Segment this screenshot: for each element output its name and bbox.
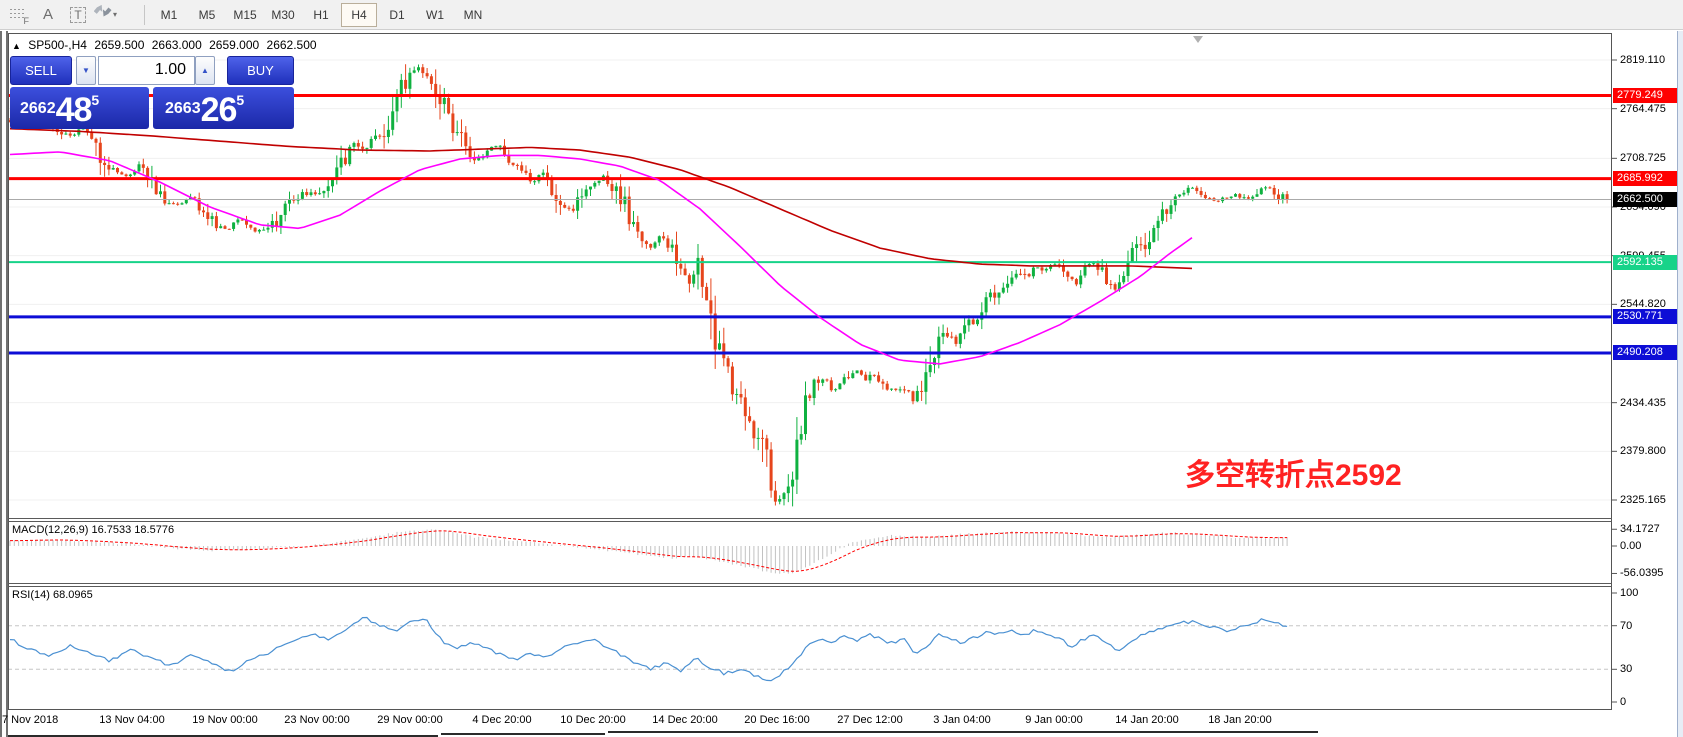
- window-left-border: [0, 31, 8, 737]
- chart-shift-marker[interactable]: [1193, 36, 1203, 43]
- buy-price-pip: 5: [236, 92, 245, 108]
- sell-price-pip: 5: [91, 92, 100, 108]
- buy-price-big: 26: [200, 91, 238, 129]
- macd-tick-label: 0.00: [1620, 540, 1642, 552]
- timeframe-button-w1[interactable]: W1: [426, 7, 444, 22]
- time-tick-label: 19 Nov 00:00: [192, 714, 258, 726]
- sell-price-big: 48: [55, 91, 93, 129]
- time-tick-label: 7 Nov 2018: [2, 714, 59, 726]
- rsi-label: RSI(14) 68.0965: [12, 589, 93, 601]
- timeframe-button-m15[interactable]: M15: [233, 7, 257, 22]
- time-tick-label: 9 Jan 00:00: [1025, 714, 1083, 726]
- ma_slow-line: [9, 127, 1193, 270]
- toolbar-separator: [144, 4, 145, 25]
- sell-button[interactable]: SELL: [10, 56, 72, 85]
- quote-close: 2662.500: [266, 38, 317, 52]
- timeframe-button-d1[interactable]: D1: [389, 7, 405, 22]
- timeframe-button-m1[interactable]: M1: [160, 7, 178, 22]
- macd-label: MACD(12,26,9) 16.7533 18.5776: [12, 524, 175, 536]
- rsi-tick-label: 70: [1620, 619, 1633, 632]
- buy-price-main: 2663: [165, 100, 201, 117]
- timeframe-button-h4[interactable]: H4: [341, 2, 377, 27]
- grid-glyph: [10, 8, 26, 21]
- text-object-icon[interactable]: T: [64, 3, 92, 27]
- bottom-strip-line: [441, 733, 605, 735]
- time-tick-label: 29 Nov 00:00: [377, 714, 443, 726]
- time-tick-label: 13 Nov 04:00: [99, 714, 165, 726]
- price-tick-label: 2379.800: [1620, 445, 1666, 458]
- volume-down-button[interactable]: ▼: [76, 56, 96, 85]
- bottom-strip-line: [8, 735, 438, 737]
- arrow-objects-icon[interactable]: ▾: [94, 3, 134, 27]
- time-tick-label: 27 Dec 12:00: [837, 714, 903, 726]
- symbol-name: SP500-,H4: [28, 38, 87, 52]
- quote-open: 2659.500: [94, 38, 145, 52]
- quote-low: 2659.000: [209, 38, 260, 52]
- volume-up-button[interactable]: ▲: [195, 56, 215, 85]
- time-tick-label: 4 Dec 20:00: [472, 714, 532, 726]
- sell-price-main: 2662: [20, 100, 56, 117]
- buy-button[interactable]: BUY: [227, 56, 294, 85]
- price-tick-label: 2708.725: [1620, 152, 1666, 165]
- buy-price-panel[interactable]: 2663265: [153, 87, 294, 129]
- time-tick-label: 14 Jan 20:00: [1115, 714, 1179, 726]
- rsi-tick-label: 30: [1620, 663, 1633, 676]
- rsi-tick-label: 0: [1620, 696, 1627, 708]
- bottom-strip-line: [608, 731, 1318, 733]
- macd-signal-line: [10, 530, 1288, 572]
- rsi-tick-label: 100: [1620, 587, 1639, 599]
- macd-tick-label: 34.1727: [1620, 523, 1660, 536]
- sell-price-panel[interactable]: 2662485: [10, 87, 149, 129]
- timeframe-button-h1[interactable]: H1: [313, 7, 329, 22]
- time-tick-label: 23 Nov 00:00: [284, 714, 350, 726]
- indicator-list-icon[interactable]: F: [4, 3, 32, 27]
- level-price-label: 2685.992: [1613, 171, 1677, 187]
- chart-header: ▲ SP500-,H4 2659.500 2663.000 2659.000 2…: [12, 38, 321, 52]
- timeframe-button-m5[interactable]: M5: [198, 7, 216, 22]
- one-click-trade-panel: SELL ▼ 1.00 ▲ BUY 2662485 2663265: [10, 56, 294, 129]
- bottom-strip: [8, 731, 1612, 737]
- time-tick-label: 10 Dec 20:00: [560, 714, 626, 726]
- chart-text-annotation[interactable]: 多空转折点2592: [1185, 459, 1402, 492]
- price-tick-label: 2819.110: [1620, 54, 1666, 66]
- macd-tick-label: -56.0395: [1620, 567, 1664, 580]
- quote-high: 2663.000: [151, 38, 202, 52]
- volume-input[interactable]: 1.00: [98, 56, 195, 85]
- ma_fast-line: [9, 151, 1193, 365]
- level-price-label: 2592.135: [1613, 254, 1677, 270]
- time-tick-label: 3 Jan 04:00: [933, 714, 991, 726]
- candles-layer: [8, 64, 1289, 507]
- timeframe-button-m30[interactable]: M30: [271, 7, 295, 22]
- price-tick-label: 2325.165: [1620, 494, 1666, 506]
- chart-frame: [8, 33, 1612, 710]
- dropdown-caret-icon: ▾: [112, 10, 117, 19]
- price-tick-label: 2434.435: [1620, 396, 1666, 409]
- level-price-label: 2779.249: [1613, 88, 1677, 103]
- current-price-label: 2662.500: [1613, 192, 1677, 207]
- time-tick-label: 18 Jan 20:00: [1208, 714, 1272, 726]
- arrows-glyph: [94, 4, 112, 16]
- rsi-line: [9, 616, 1288, 682]
- macd-histogram: [9, 529, 1288, 574]
- time-tick-label: 14 Dec 20:00: [652, 714, 718, 726]
- time-tick-label: 20 Dec 16:00: [744, 714, 810, 726]
- price-tick-label: 2544.820: [1620, 298, 1666, 311]
- text-label-icon[interactable]: A: [42, 6, 53, 23]
- level-price-label: 2490.208: [1613, 345, 1677, 361]
- level-price-label: 2530.771: [1613, 309, 1677, 325]
- timeframe-button-mn[interactable]: MN: [463, 7, 483, 22]
- window-right-edge[interactable]: [1677, 31, 1683, 737]
- collapse-panel-icon[interactable]: ▲: [12, 41, 21, 51]
- timeframe-bar: M1 M5 M15 M30 H1 H4 D1 W1 MN: [151, 2, 493, 27]
- grid-f-glyph: F: [23, 15, 30, 26]
- price-tick-label: 2764.475: [1620, 102, 1666, 115]
- toolbar: F A T ▾ M1 M5 M15 M30 H1 H4 D1 W1 MN: [0, 0, 1683, 30]
